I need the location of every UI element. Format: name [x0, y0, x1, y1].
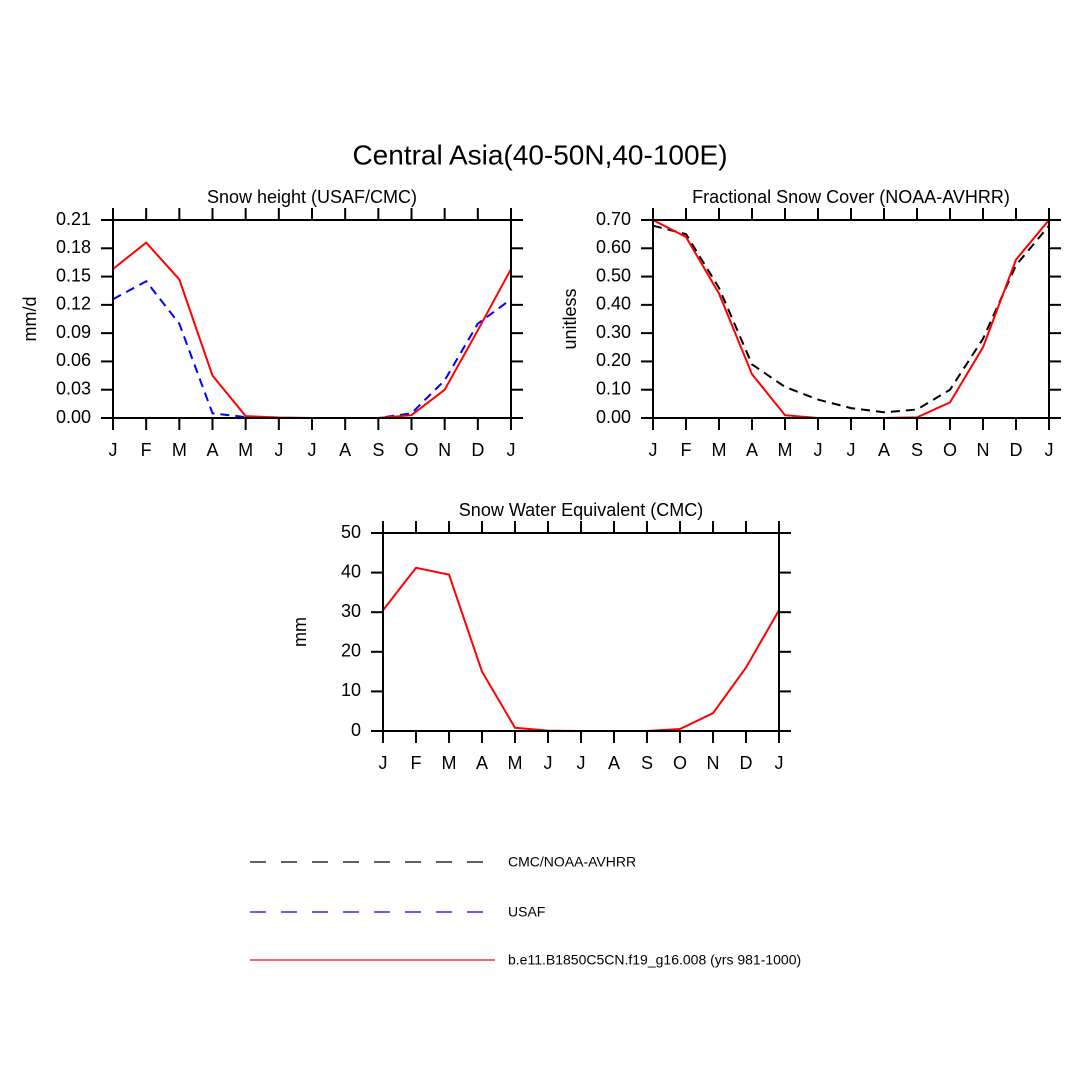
x-tick-label: J [775, 753, 784, 773]
x-tick-label: O [943, 440, 957, 460]
panel-title: Snow height (USAF/CMC) [207, 187, 417, 207]
x-tick-label: A [746, 440, 758, 460]
y-tick-label: 0.70 [596, 209, 631, 229]
y-tick-label: 0.30 [596, 322, 631, 342]
y-tick-label: 0.20 [596, 350, 631, 370]
legend-label: USAF [508, 904, 545, 920]
x-tick-label: S [911, 440, 923, 460]
x-tick-label: A [339, 440, 351, 460]
y-tick-label: 0.15 [56, 265, 91, 285]
x-tick-label: F [141, 440, 152, 460]
x-tick-label: J [379, 753, 388, 773]
x-tick-label: M [238, 440, 253, 460]
plot-frame [652, 219, 1050, 419]
x-tick-label: J [109, 440, 118, 460]
x-tick-label: J [1045, 440, 1054, 460]
x-tick-label: N [438, 440, 451, 460]
x-tick-label: N [977, 440, 990, 460]
y-tick-label: 0.09 [56, 322, 91, 342]
x-tick-label: J [577, 753, 586, 773]
x-tick-label: M [508, 753, 523, 773]
x-tick-label: O [673, 753, 687, 773]
y-axis-label: unitless [560, 288, 580, 349]
x-tick-label: S [641, 753, 653, 773]
x-tick-label: J [507, 440, 516, 460]
x-tick-label: A [206, 440, 218, 460]
x-tick-label: J [274, 440, 283, 460]
figure-title: Central Asia(40-50N,40-100E) [352, 139, 727, 170]
panel-title: Snow Water Equivalent (CMC) [459, 500, 703, 520]
y-axis-label: mm/d [20, 297, 40, 342]
y-tick-label: 0 [351, 720, 361, 740]
series-line [652, 219, 1050, 419]
series-line [112, 280, 512, 419]
x-tick-label: F [681, 440, 692, 460]
x-tick-label: D [740, 753, 753, 773]
y-tick-label: 30 [341, 601, 361, 621]
y-tick-label: 0.18 [56, 237, 91, 257]
x-tick-label: A [878, 440, 890, 460]
y-tick-label: 0.06 [56, 350, 91, 370]
y-tick-label: 0.10 [596, 378, 631, 398]
plot-frame [382, 532, 780, 732]
x-tick-label: M [778, 440, 793, 460]
x-tick-label: O [404, 440, 418, 460]
y-tick-label: 0.00 [596, 407, 631, 427]
x-tick-label: M [712, 440, 727, 460]
y-tick-label: 0.03 [56, 378, 91, 398]
x-tick-label: N [707, 753, 720, 773]
x-tick-label: J [544, 753, 553, 773]
x-tick-label: M [172, 440, 187, 460]
x-tick-label: F [411, 753, 422, 773]
x-tick-label: A [476, 753, 488, 773]
legend-label: b.e11.B1850C5CN.f19_g16.008 (yrs 981-100… [508, 952, 801, 968]
y-tick-label: 10 [341, 680, 361, 700]
plot-frame [112, 219, 512, 419]
panel-title: Fractional Snow Cover (NOAA-AVHRR) [692, 187, 1010, 207]
x-tick-label: D [471, 440, 484, 460]
y-tick-label: 0.50 [596, 265, 631, 285]
y-tick-label: 0.00 [56, 407, 91, 427]
x-tick-label: J [308, 440, 317, 460]
series-line [652, 224, 1050, 414]
y-axis-label: mm [290, 617, 310, 647]
legend-label: CMC/NOAA-AVHRR [508, 854, 636, 870]
series-line [112, 241, 512, 419]
series-line [382, 566, 780, 732]
y-tick-label: 50 [341, 522, 361, 542]
y-tick-label: 0.60 [596, 237, 631, 257]
y-tick-label: 0.12 [56, 294, 91, 314]
x-tick-label: J [847, 440, 856, 460]
y-tick-label: 0.40 [596, 294, 631, 314]
y-tick-label: 40 [341, 561, 361, 581]
y-tick-label: 20 [341, 641, 361, 661]
x-tick-label: J [649, 440, 658, 460]
x-tick-label: J [814, 440, 823, 460]
x-tick-label: M [442, 753, 457, 773]
x-tick-label: S [372, 440, 384, 460]
x-tick-label: D [1010, 440, 1023, 460]
y-tick-label: 0.21 [56, 209, 91, 229]
x-tick-label: A [608, 753, 620, 773]
